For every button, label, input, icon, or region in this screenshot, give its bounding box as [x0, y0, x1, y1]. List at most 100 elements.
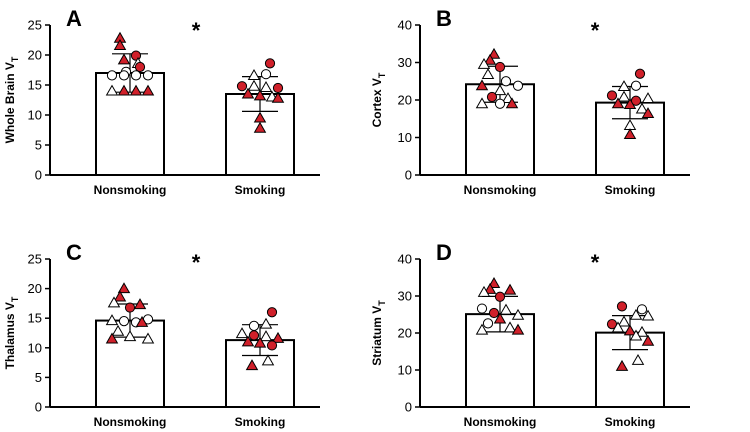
data-point-triangle	[635, 325, 649, 337]
data-point-circle	[260, 69, 272, 80]
data-point-triangle	[105, 332, 119, 344]
y-axis-label-main: Whole Brain V	[3, 62, 17, 143]
category-label: Nonsmoking	[94, 415, 167, 429]
data-point-triangle	[499, 303, 513, 315]
data-point-triangle	[117, 53, 131, 65]
data-point-circle	[264, 58, 276, 69]
data-point-triangle	[477, 57, 491, 69]
data-point-circle	[118, 70, 130, 81]
category-label: Nonsmoking	[94, 183, 167, 197]
data-point-triangle	[259, 330, 273, 342]
y-tick-label: 0	[405, 400, 412, 415]
data-point-triangle	[487, 47, 501, 59]
data-point-triangle	[487, 277, 501, 288]
data-point-triangle	[611, 97, 625, 109]
data-point-triangle	[245, 359, 259, 371]
panel-label: C	[66, 240, 82, 265]
data-point-triangle	[629, 308, 643, 320]
y-tick-label: 0	[35, 400, 42, 415]
data-point-triangle	[641, 92, 655, 104]
data-point-triangle	[623, 98, 637, 110]
data-point-triangle	[253, 336, 267, 348]
data-point-circle	[130, 70, 142, 81]
y-axis-label: Cortex VT	[370, 72, 387, 127]
data-point-triangle	[623, 128, 637, 140]
data-point-circle	[636, 304, 648, 315]
y-tick-label: 20	[28, 281, 42, 296]
data-point-triangle	[477, 285, 491, 297]
data-point-triangle	[629, 329, 643, 341]
data-point-triangle	[129, 84, 143, 96]
y-axis-label-subscript: T	[377, 72, 387, 78]
category-label: Nonsmoking	[464, 183, 537, 197]
data-point-triangle	[615, 359, 629, 371]
data-point-circle	[124, 302, 136, 313]
y-axis-label-main: Cortex V	[370, 78, 384, 127]
data-point-circle	[494, 98, 506, 109]
data-point-circle	[482, 318, 494, 329]
y-tick-label: 0	[35, 168, 42, 183]
y-axis-label: Striatum VT	[370, 300, 387, 366]
y-tick-label: 30	[398, 55, 412, 70]
y-tick-label: 10	[28, 340, 42, 355]
data-point-triangle	[481, 68, 495, 80]
data-point-triangle	[253, 89, 267, 101]
y-tick-label: 0	[405, 168, 412, 183]
data-point-triangle	[475, 323, 489, 335]
y-axis-label: Whole Brain VT	[3, 56, 20, 143]
data-point-triangle	[493, 84, 507, 96]
data-point-triangle	[247, 68, 261, 80]
y-tick-label: 10	[398, 363, 412, 378]
data-point-triangle	[247, 79, 261, 91]
data-point-triangle	[123, 330, 137, 342]
data-point-circle	[118, 316, 130, 327]
data-point-triangle	[271, 91, 285, 103]
data-point-triangle	[107, 296, 121, 308]
y-axis-label-subscript: T	[10, 296, 20, 302]
data-point-triangle	[493, 312, 507, 324]
significance-marker: *	[192, 18, 201, 43]
data-point-circle	[630, 80, 642, 91]
data-point-circle	[606, 90, 618, 101]
data-point-triangle	[617, 90, 631, 102]
data-point-triangle	[135, 315, 149, 327]
category-label: Smoking	[235, 183, 286, 197]
data-point-circle	[142, 70, 154, 81]
data-point-triangle	[259, 80, 273, 92]
y-tick-label: 40	[398, 18, 412, 33]
data-point-triangle	[611, 321, 625, 333]
data-point-circle	[488, 307, 500, 319]
data-point-circle	[494, 61, 506, 73]
y-tick-label: 10	[28, 108, 42, 123]
y-tick-label: 5	[35, 138, 42, 153]
data-point-triangle	[241, 335, 255, 347]
y-tick-label: 15	[28, 311, 42, 326]
significance-marker: *	[591, 250, 600, 275]
data-point-circle	[266, 307, 278, 318]
data-point-triangle	[641, 334, 655, 346]
data-point-circle	[616, 301, 628, 312]
panel-a: 0 5 10 15 20 25 Nonsmoking Smoking Whole Brain V…	[3, 6, 320, 197]
panel-c: 0 5 10 15 20 25 Nonsmoking Smoking Thalamus VT C *	[3, 240, 320, 429]
data-point-triangle	[503, 321, 517, 333]
y-tick-label: 40	[398, 252, 412, 267]
data-point-triangle	[503, 283, 517, 295]
data-point-circle	[500, 76, 512, 87]
data-point-triangle	[641, 309, 655, 321]
y-axis-label: Thalamus VT	[3, 296, 20, 369]
data-point-triangle	[241, 87, 255, 99]
data-point-triangle	[133, 298, 147, 310]
y-tick-label: 30	[398, 289, 412, 304]
y-axis-label-subscript: T	[10, 56, 20, 62]
y-tick-label: 25	[28, 18, 42, 33]
y-tick-label: 15	[28, 78, 42, 93]
data-point-circle	[134, 61, 146, 73]
significance-marker: *	[591, 18, 600, 43]
data-point-triangle	[505, 97, 519, 109]
y-axis-label-subscript: T	[377, 300, 387, 306]
panel-label: B	[436, 6, 452, 31]
data-point-circle	[272, 82, 284, 94]
y-tick-label: 20	[398, 326, 412, 341]
data-point-circle	[476, 303, 488, 314]
